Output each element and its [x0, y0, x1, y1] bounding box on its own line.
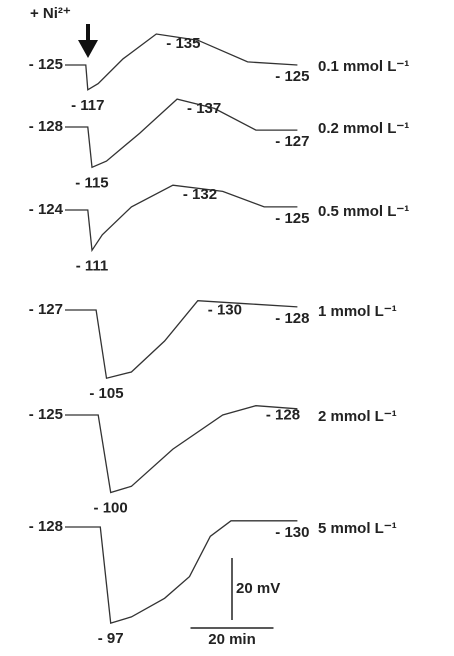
value-label: - 117: [71, 97, 104, 114]
series-label: 2 mmol L⁻¹: [318, 408, 397, 425]
value-label: - 128: [275, 310, 309, 327]
series-label: 0.1 mmol L⁻¹: [318, 58, 409, 75]
value-label: - 127: [275, 133, 309, 150]
trace: [65, 33, 298, 91]
arrow-head: [78, 40, 98, 58]
value-label: - 132: [183, 186, 217, 203]
value-label: - 125: [29, 406, 63, 423]
trace: [65, 300, 298, 380]
series-label: 1 mmol L⁻¹: [318, 303, 397, 320]
trace: [65, 520, 298, 624]
value-label: - 135: [166, 35, 200, 52]
value-label: - 115: [75, 174, 108, 191]
series-label: 5 mmol L⁻¹: [318, 520, 397, 537]
value-label: - 128: [29, 518, 63, 535]
trace: [65, 184, 298, 253]
scale-label-x: 20 min: [208, 631, 256, 648]
value-label: - 125: [275, 68, 309, 85]
trace: [65, 98, 298, 169]
value-label: - 128: [29, 118, 63, 135]
value-label: - 130: [275, 524, 309, 541]
value-label: - 111: [76, 257, 109, 274]
value-label: - 127: [29, 301, 63, 318]
value-label: - 128: [266, 407, 300, 424]
series-label: 0.5 mmol L⁻¹: [318, 203, 409, 220]
value-label: - 137: [187, 100, 221, 117]
value-label: - 124: [29, 201, 64, 218]
trace: [65, 405, 298, 494]
value-label: - 105: [89, 385, 123, 402]
value-label: - 125: [29, 56, 63, 73]
value-label: - 125: [275, 210, 309, 227]
value-label: - 100: [94, 499, 128, 516]
value-label: - 97: [98, 630, 124, 647]
series-label: 0.2 mmol L⁻¹: [318, 120, 409, 137]
value-label: - 130: [208, 302, 242, 319]
scale-label-y: 20 mV: [236, 580, 280, 597]
annotation: + Ni²⁺: [30, 5, 71, 22]
